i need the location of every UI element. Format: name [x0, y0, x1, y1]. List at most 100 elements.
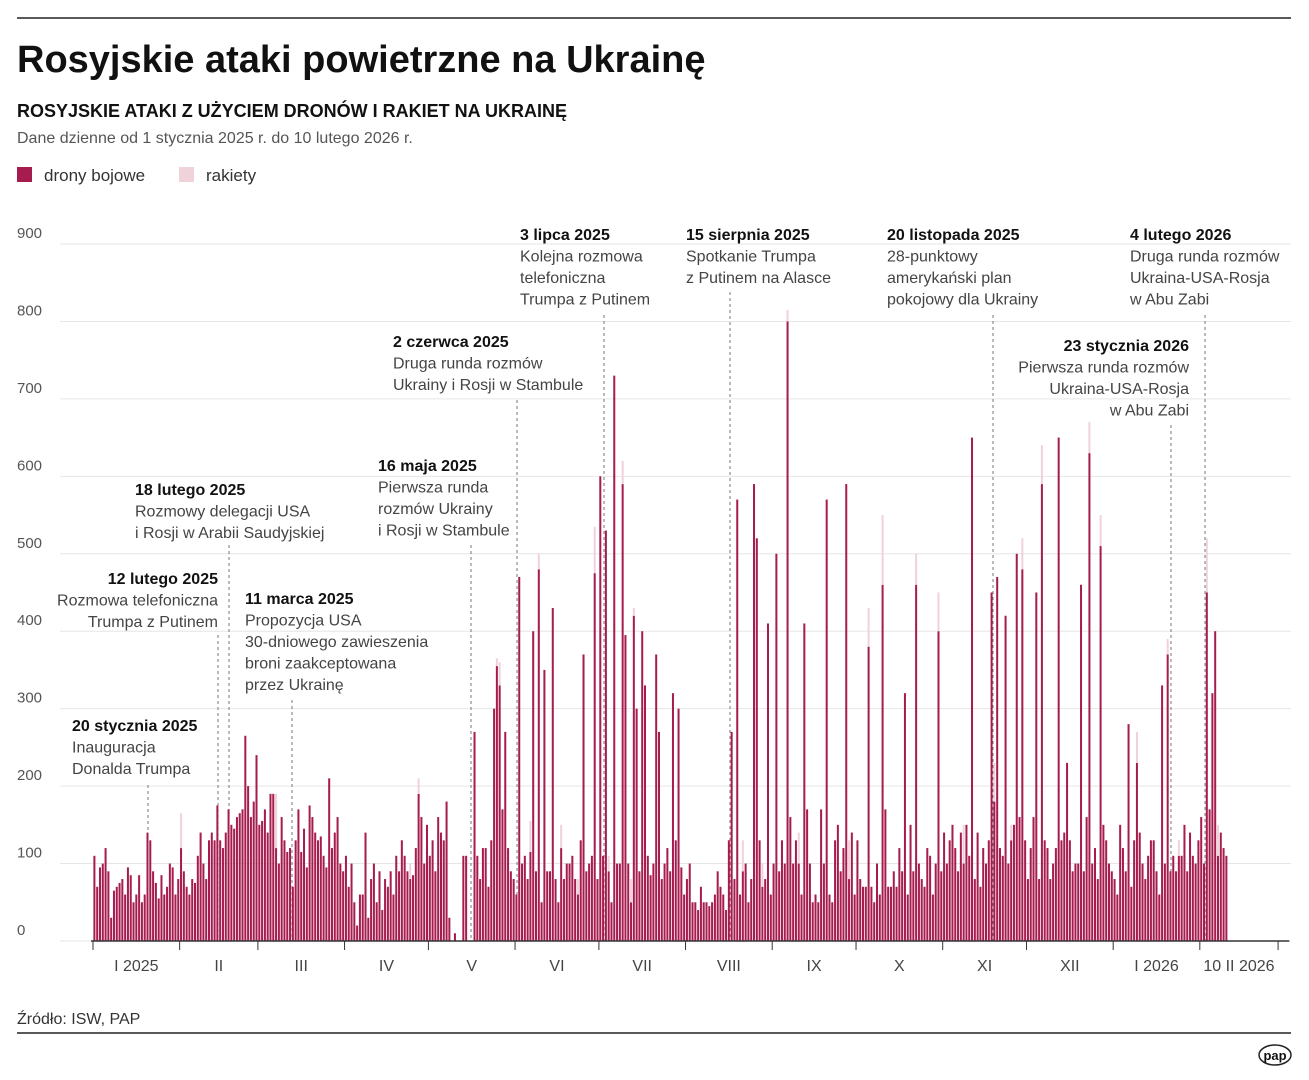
drone-bar [677, 708, 680, 941]
drone-bar [870, 886, 873, 941]
annotation-text: Rozmowy delegacji USA [135, 504, 311, 521]
drone-bar [207, 840, 210, 941]
drone-bar [705, 902, 708, 941]
missile-bar [881, 515, 884, 585]
drone-bar [1107, 863, 1110, 941]
drone-bar [808, 863, 811, 941]
missile-bar [1135, 731, 1138, 763]
drone-bar [417, 793, 420, 941]
annotation-text: Pierwsza runda [378, 480, 488, 497]
drone-bar [1085, 817, 1088, 941]
drone-bar [428, 855, 431, 941]
drone-bar [495, 666, 498, 941]
drone-bar [241, 809, 244, 941]
drone-bar [501, 809, 504, 941]
annotation-date: 23 stycznia 2026 [1064, 338, 1190, 355]
missile-bar [632, 607, 635, 616]
drone-bar [990, 592, 993, 941]
drone-bar [632, 615, 635, 941]
missile-bar [537, 553, 540, 570]
drone-bar [604, 530, 607, 941]
drone-bar [518, 577, 521, 941]
drone-bar [174, 894, 177, 941]
drone-bar [856, 840, 859, 941]
drone-bar [1130, 886, 1133, 941]
x-tick-label: V [466, 958, 477, 975]
annotation-text: i Rosji w Arabii Saudyjskiej [135, 525, 324, 542]
annotation-text: amerykański plan [887, 270, 1012, 287]
drone-bar [722, 894, 725, 941]
drone-bar [437, 817, 440, 941]
annotation-text: Trumpa z Putinem [88, 614, 218, 631]
drone-bar [744, 863, 747, 941]
drone-bar [126, 867, 129, 941]
drone-bar [652, 863, 655, 941]
drone-bar [1161, 685, 1164, 941]
drone-bar [621, 484, 624, 941]
annotation-text: Druga runda rozmów [393, 356, 543, 373]
drone-bar [149, 840, 152, 941]
missile-bar [409, 863, 412, 880]
drone-bar [1166, 654, 1169, 941]
drone-bar [96, 886, 99, 941]
y-tick-label: 700 [17, 380, 42, 397]
missile-bar [848, 840, 851, 880]
drone-bar [1208, 809, 1211, 941]
source: Źródło: ISW, PAP [17, 1009, 140, 1028]
drone-bar [308, 805, 311, 941]
drone-bar [1068, 840, 1071, 941]
drone-bar [110, 917, 113, 941]
drone-bar [546, 871, 549, 941]
drone-bar [98, 867, 101, 941]
drone-bar [892, 871, 895, 941]
drone-bar [741, 871, 744, 941]
missile-bar [962, 824, 965, 864]
drone-bar [1091, 863, 1094, 941]
drone-bar [1105, 840, 1108, 941]
missile-bar [1040, 445, 1043, 485]
drone-bar [104, 848, 107, 941]
drone-bar [635, 708, 638, 941]
drone-bar [923, 886, 926, 941]
drone-bar [199, 832, 202, 941]
drone-bar [414, 848, 417, 941]
drone-bar [330, 848, 333, 941]
annotation-date: 15 sierpnia 2025 [686, 227, 810, 244]
drone-bar [1138, 832, 1141, 941]
missile-bar [275, 793, 278, 849]
drone-bar [1040, 484, 1043, 941]
drone-bar [1012, 824, 1015, 941]
drone-bar [263, 809, 266, 941]
drone-bar [305, 867, 308, 941]
drone-bar [814, 894, 817, 941]
drone-bar [177, 879, 180, 941]
drone-bar [490, 840, 493, 941]
drone-bar [425, 824, 429, 941]
drone-bar [669, 871, 672, 941]
annotation-text: Ukraina-USA-Rosja [1130, 270, 1270, 287]
drone-bar [1169, 871, 1172, 941]
drone-bar [825, 499, 828, 941]
drone-bar [1141, 863, 1144, 941]
drone-bar [585, 871, 588, 941]
y-tick-label: 800 [17, 302, 42, 319]
missile-bar [993, 762, 996, 802]
drone-bar [957, 871, 960, 941]
drone-bar [112, 890, 115, 941]
drone-bar [395, 855, 398, 941]
drone-bar [255, 755, 258, 941]
drone-bar [336, 817, 339, 941]
drone-bar [641, 631, 644, 941]
drone-bar [294, 840, 297, 941]
drone-bar [275, 848, 278, 941]
drone-bar [613, 375, 616, 942]
annotation-date: 18 lutego 2025 [135, 482, 245, 499]
drone-bar [811, 902, 814, 941]
drone-bar [1222, 848, 1225, 941]
drone-bar [959, 832, 962, 941]
annotation-date: 2 czerwca 2025 [393, 334, 509, 351]
drone-bar [196, 855, 199, 941]
drone-bar [1066, 762, 1069, 941]
drone-bar [878, 894, 881, 941]
drone-bar [660, 879, 663, 941]
